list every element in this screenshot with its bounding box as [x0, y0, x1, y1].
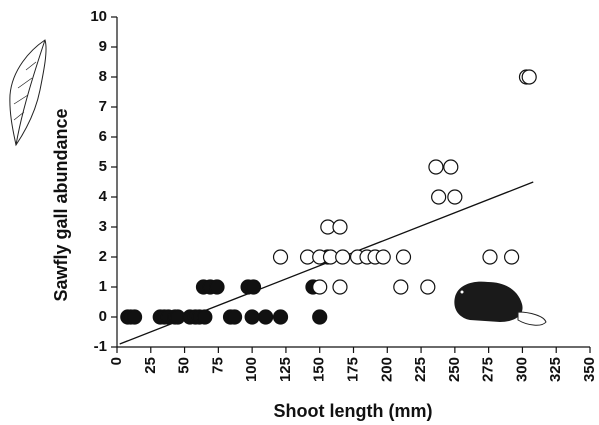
y-tick-label: 1 — [99, 278, 107, 295]
y-tick-label: 3 — [99, 218, 107, 235]
x-tick-label: 200 — [378, 357, 395, 382]
point — [521, 69, 537, 85]
y-tick-label: 5 — [99, 158, 107, 175]
point — [312, 279, 328, 295]
point — [272, 249, 289, 265]
y-tick-label: 6 — [99, 128, 107, 145]
x-tick-label: 50 — [176, 357, 193, 374]
point — [244, 309, 260, 325]
x-axis-title: Shoot length (mm) — [274, 401, 433, 421]
beaver-icon — [454, 281, 547, 326]
x-tick-label: 25 — [142, 357, 159, 374]
point — [420, 279, 436, 295]
x-tick-label: 150 — [311, 357, 328, 382]
y-tick-label: 9 — [99, 38, 107, 55]
x-tick-label: 125 — [277, 357, 294, 382]
point — [431, 189, 447, 205]
x-tick-label: 275 — [480, 357, 497, 382]
x-tick-label: 0 — [108, 357, 125, 365]
x-tick-label: 250 — [446, 357, 463, 382]
x-tick-label: 300 — [513, 357, 530, 382]
point — [395, 249, 412, 265]
x-tick-label: 175 — [344, 357, 361, 382]
y-tick-label: -1 — [94, 338, 107, 355]
point — [335, 249, 351, 265]
y-tick-label: 2 — [99, 248, 107, 265]
x-tick-label: 100 — [243, 357, 260, 382]
point — [209, 279, 225, 295]
x-tick-label: 225 — [412, 357, 429, 382]
point — [332, 219, 348, 235]
y-tick-label: 0 — [99, 308, 107, 325]
point — [428, 159, 444, 175]
point — [482, 249, 498, 265]
y-tick-label: 10 — [90, 8, 107, 25]
point — [245, 279, 262, 295]
leaf-icon — [9, 39, 47, 147]
point — [393, 279, 409, 295]
x-tick-label: 75 — [209, 357, 226, 374]
y-tick-label: 4 — [99, 188, 108, 205]
point — [258, 309, 274, 325]
y-tick-label: 7 — [99, 98, 107, 115]
point — [226, 309, 243, 325]
point — [312, 309, 328, 325]
point — [126, 309, 143, 325]
point — [375, 249, 391, 265]
point — [272, 309, 289, 325]
point — [447, 189, 463, 205]
x-tick-label: 325 — [547, 357, 564, 382]
y-tick-label: 8 — [99, 68, 107, 85]
point — [197, 309, 213, 325]
point — [443, 159, 459, 175]
x-tick-label: 350 — [581, 357, 598, 382]
y-axis-title: Sawfly gall abundance — [51, 108, 71, 301]
point — [332, 279, 348, 295]
point — [504, 249, 520, 265]
